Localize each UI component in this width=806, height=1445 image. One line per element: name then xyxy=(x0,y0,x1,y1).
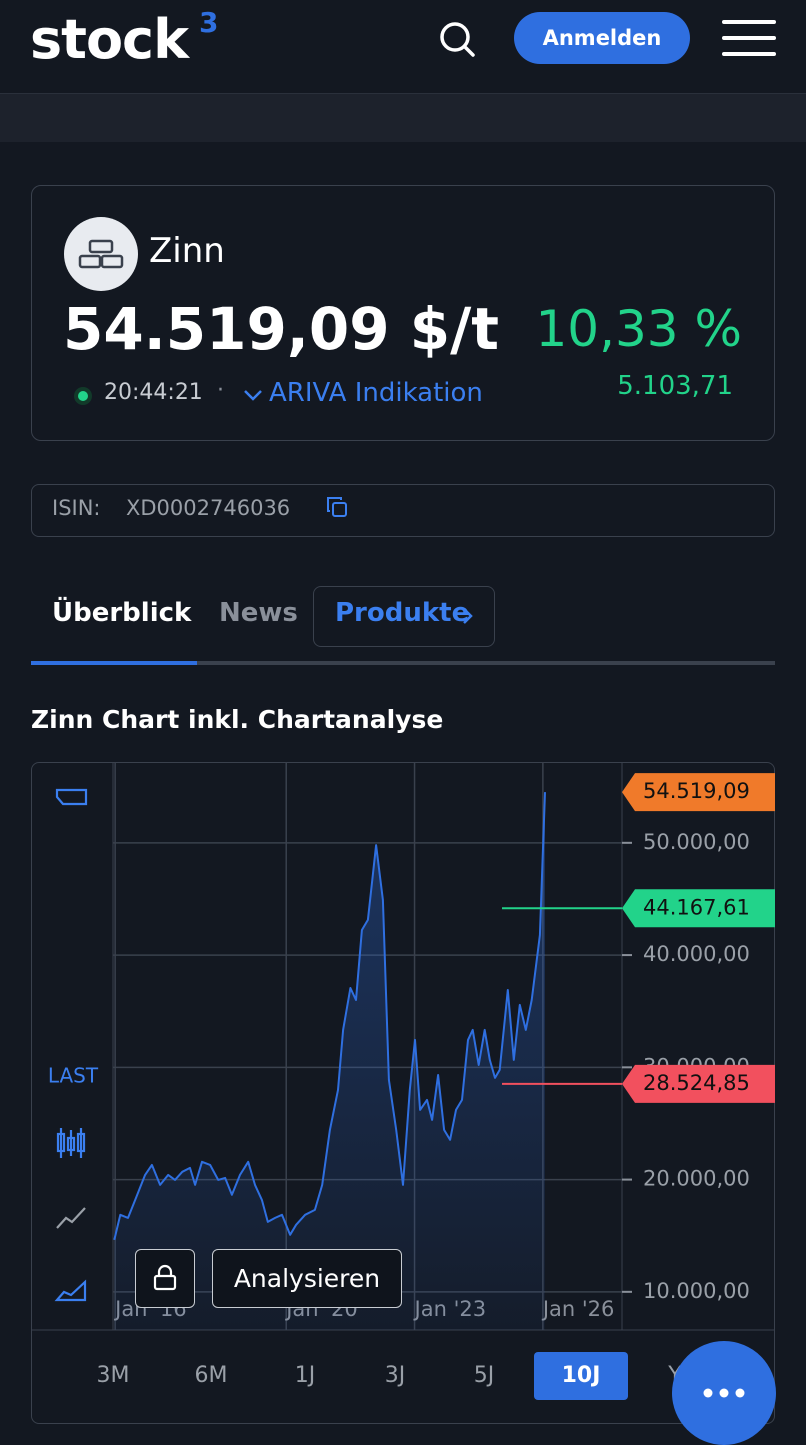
tab[interactable]: Produkte xyxy=(335,598,470,628)
mode-label[interactable]: LAST xyxy=(48,1064,99,1088)
lock-button[interactable] xyxy=(135,1249,195,1308)
analyze-button[interactable]: Analysieren xyxy=(212,1249,402,1308)
more-dots xyxy=(703,1388,745,1398)
y-tick-label: 40.000,00 xyxy=(643,942,750,966)
chart-title: Zinn Chart inkl. Chartanalyse xyxy=(31,705,444,734)
candle-tool[interactable] xyxy=(56,1128,86,1158)
screen: {"header": {"logo": "stock", "logo_sup":… xyxy=(0,6,806,1445)
x-tick-label: Jan '26 xyxy=(541,1297,615,1321)
menu-icon[interactable] xyxy=(722,18,776,58)
quote-time: 20:44:21 xyxy=(104,380,203,405)
price-tag-label: 28.524,85 xyxy=(643,1071,750,1095)
range-button[interactable]: 3M xyxy=(96,1363,130,1388)
chevron-right xyxy=(463,608,473,624)
plot: Jan '16Jan '20Jan '23Jan '2610.000,0020.… xyxy=(113,762,775,1330)
change-absolute: 5.103,71 xyxy=(617,371,733,401)
isin-label: ISIN: xyxy=(52,496,101,520)
line-tool[interactable] xyxy=(56,1207,86,1229)
tab-indicator xyxy=(31,661,197,665)
change-percent: 10,33 % xyxy=(535,300,742,358)
quote-card xyxy=(31,185,775,441)
range-button[interactable]: 6M xyxy=(194,1363,228,1388)
price-tag-label: 44.167,61 xyxy=(643,895,750,919)
instrument-name: Zinn xyxy=(149,231,225,271)
logo-sup: 3 xyxy=(199,6,219,39)
live-dot xyxy=(74,387,92,405)
copy-icon[interactable] xyxy=(325,495,349,519)
price-tag xyxy=(622,889,775,928)
tag-tool[interactable] xyxy=(55,788,88,806)
sub-bar xyxy=(0,94,806,142)
price: 54.519,09 $/t xyxy=(63,295,500,363)
commodity-icon xyxy=(64,217,138,291)
chevron-down[interactable] xyxy=(242,387,264,403)
tab[interactable]: Überblick xyxy=(52,598,192,628)
y-tick-label: 20.000,00 xyxy=(643,1167,750,1191)
price-tag xyxy=(622,773,775,812)
tab[interactable]: News xyxy=(219,598,298,628)
price-line xyxy=(113,792,546,1241)
login-button[interactable]: Anmelden xyxy=(514,12,690,64)
range-button[interactable]: 10J xyxy=(534,1352,628,1400)
tab-track xyxy=(31,661,775,665)
area-fill xyxy=(114,792,546,1330)
quote-source[interactable]: ARIVA Indikation xyxy=(269,378,483,408)
area-tool[interactable] xyxy=(54,1279,87,1302)
range-button[interactable]: 1J xyxy=(294,1363,316,1388)
tools xyxy=(54,788,88,1302)
isin-box xyxy=(31,484,775,537)
price-tag xyxy=(622,1064,775,1103)
y-tick-label: 10.000,00 xyxy=(643,1279,750,1303)
lock-icon xyxy=(153,1264,177,1291)
range-button[interactable]: 3J xyxy=(384,1363,406,1388)
page: Zinn html, body { margin: 0; padding: 0;… xyxy=(0,6,806,1445)
logo[interactable]: stock xyxy=(30,8,189,71)
isin-value: XD0002746036 xyxy=(126,496,291,520)
separator: · xyxy=(217,378,224,403)
search-icon[interactable] xyxy=(436,18,478,60)
tab-box[interactable] xyxy=(313,586,495,647)
range-button[interactable]: 5J xyxy=(473,1363,495,1388)
price-tag-label: 54.519,09 xyxy=(643,779,750,803)
chart: Jan '16Jan '20Jan '23Jan '2610.000,0020.… xyxy=(31,762,775,1331)
y-tick-label: 50.000,00 xyxy=(643,830,750,854)
